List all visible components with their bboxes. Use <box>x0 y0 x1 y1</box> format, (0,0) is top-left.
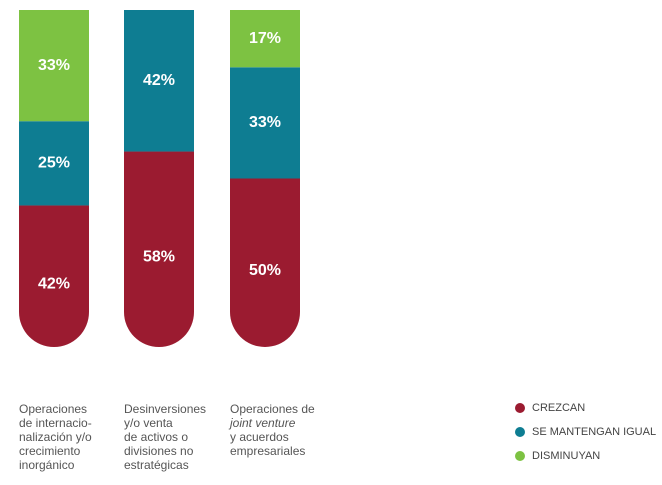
x-tick-label: Operaciones <box>19 402 87 416</box>
x-tick-label: y/o venta <box>124 416 173 430</box>
bar-segment <box>230 178 300 347</box>
value-label: 33% <box>38 57 70 74</box>
legend-marker <box>515 427 525 437</box>
legend-label: CREZCAN <box>532 402 585 414</box>
legend-marker <box>515 403 525 413</box>
value-label: 50% <box>249 262 281 279</box>
bar-group <box>124 10 194 347</box>
x-tick-label: Desinversiones <box>124 402 206 416</box>
bar-segment <box>230 10 300 68</box>
legend-label: DISMINUYAN <box>532 450 600 462</box>
value-label: 42% <box>143 72 175 89</box>
legend-label: SE MANTENGAN IGUAL <box>532 426 656 438</box>
x-tick-label: de activos o <box>124 430 188 444</box>
bar-group <box>19 10 89 347</box>
x-tick-label: divisiones no <box>124 444 194 458</box>
bar-segment <box>124 151 194 347</box>
bar-segment <box>19 121 89 206</box>
x-tick-label: nalización y/o <box>19 430 92 444</box>
value-label: 58% <box>143 248 175 265</box>
x-tick-label: estratégicas <box>124 458 189 472</box>
bar-group <box>230 10 300 347</box>
value-label: 33% <box>249 114 281 131</box>
x-tick-label: joint venture <box>228 416 296 430</box>
bar-segment <box>19 205 89 347</box>
value-label: 25% <box>38 155 70 172</box>
bar-segment <box>19 10 89 122</box>
x-tick-label: y acuerdos <box>230 430 289 444</box>
x-tick-label: de internacio- <box>19 416 92 430</box>
x-tick-label: inorgánico <box>19 458 75 472</box>
value-label: 42% <box>38 275 70 292</box>
x-tick-label: crecimiento <box>19 444 81 458</box>
value-label: 17% <box>249 30 281 47</box>
x-tick-label: Operaciones de <box>230 402 315 416</box>
bar-segment <box>124 10 194 152</box>
legend-marker <box>515 451 525 461</box>
bar-segment <box>230 67 300 179</box>
x-tick-label: empresariales <box>230 444 305 458</box>
